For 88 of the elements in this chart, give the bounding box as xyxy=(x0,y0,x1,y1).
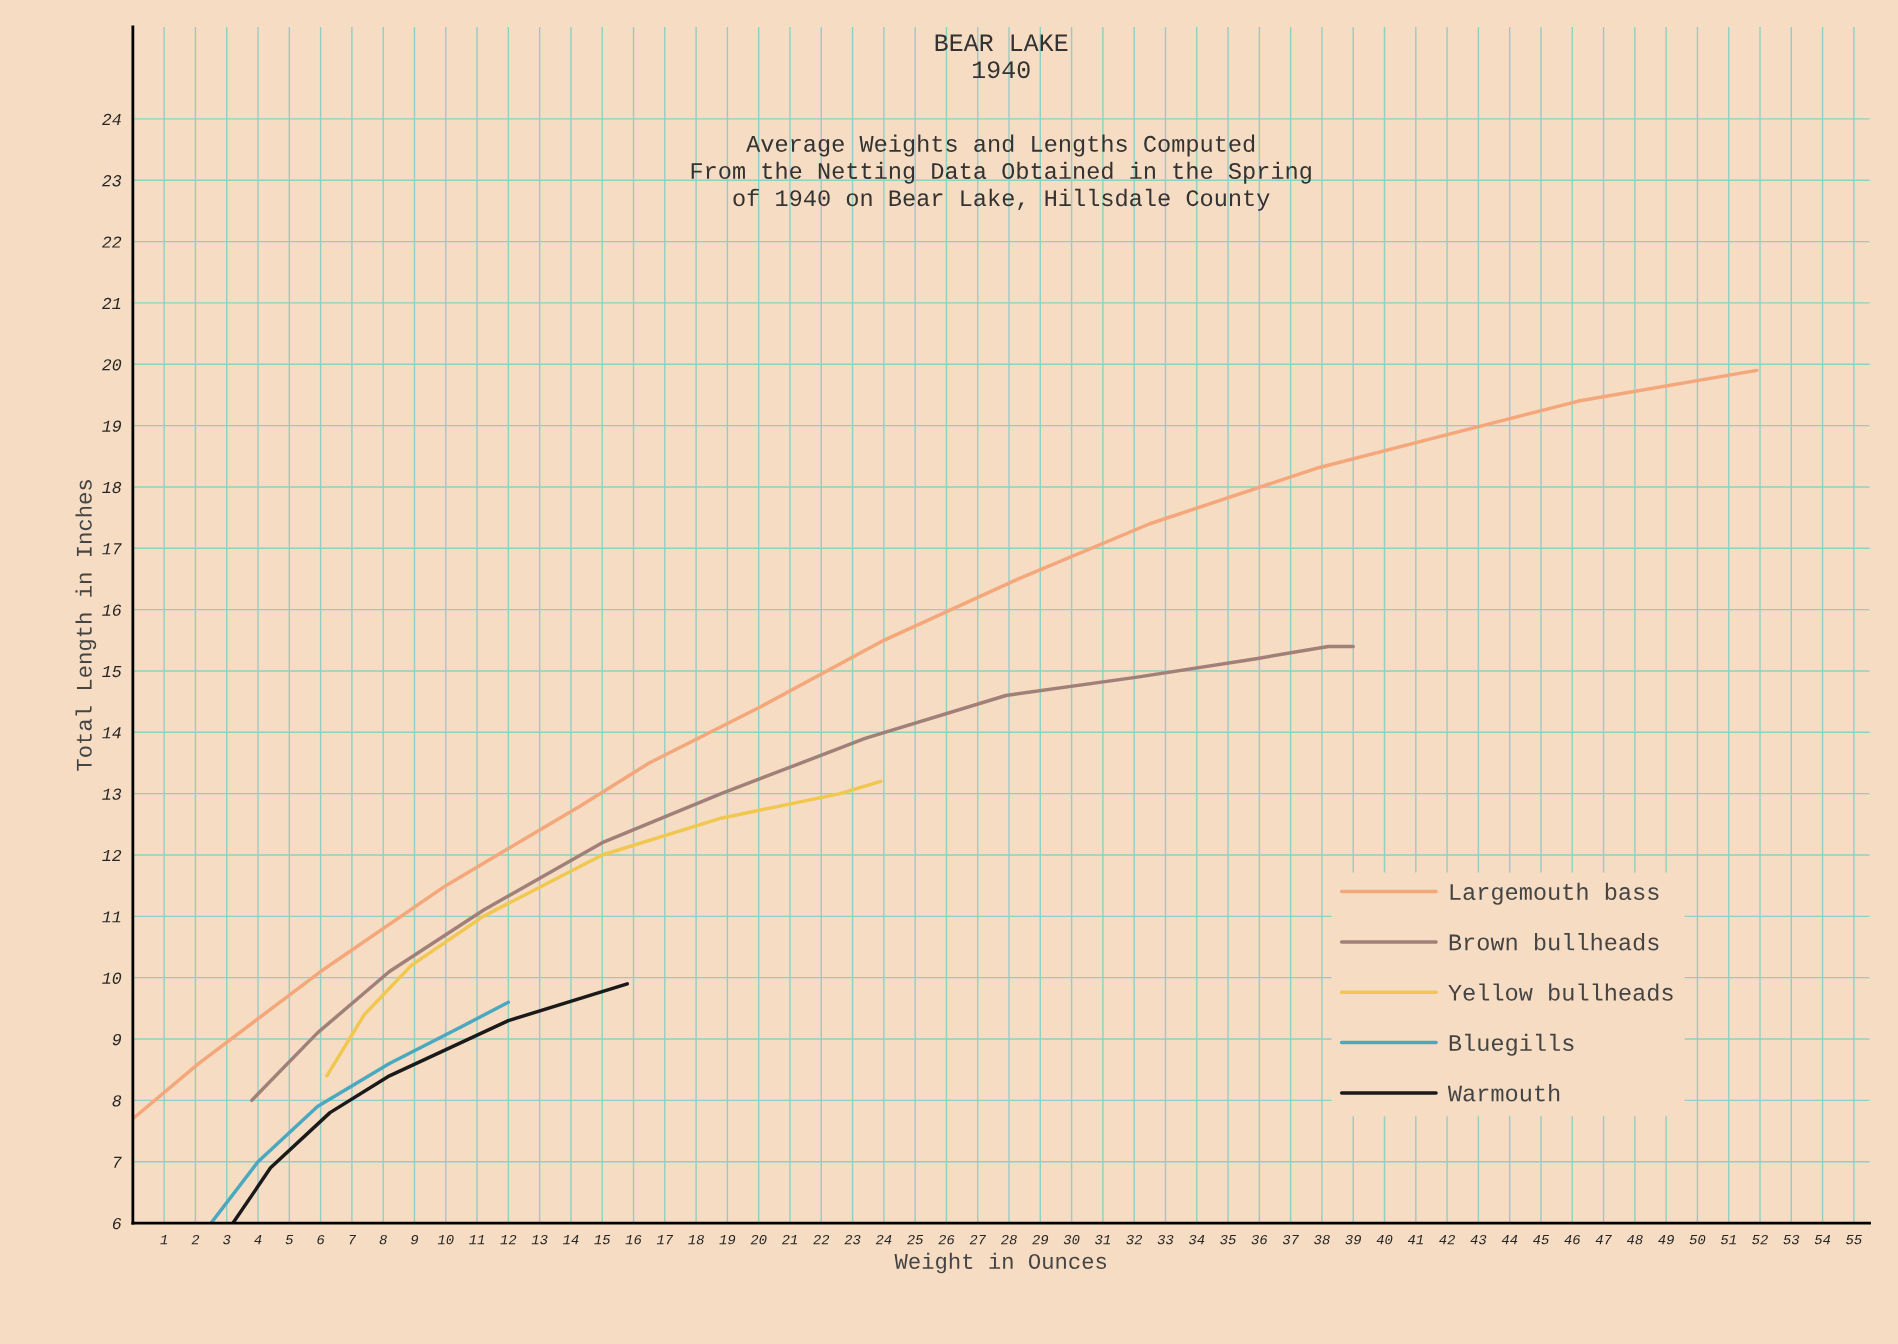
legend-label: Brown bullheads xyxy=(1449,933,1659,951)
y-tick-label: 17 xyxy=(102,543,122,555)
x-tick-label: 22 xyxy=(813,1234,830,1245)
line-series xyxy=(325,779,883,1078)
x-tick-label: 12 xyxy=(500,1234,517,1245)
x-tick-label: 13 xyxy=(531,1234,548,1245)
x-tick-label: 4 xyxy=(254,1235,262,1245)
x-tick-label: 28 xyxy=(1000,1234,1017,1245)
x-tick-label: 24 xyxy=(875,1234,892,1245)
x-tick-label: 34 xyxy=(1189,1234,1205,1245)
x-tick-label: 15 xyxy=(594,1235,611,1245)
y-tick-label: 8 xyxy=(112,1095,122,1107)
x-tick-label: 2 xyxy=(191,1234,200,1245)
x-tick-label: 33 xyxy=(1157,1234,1174,1245)
y-tick-label: 16 xyxy=(102,604,122,616)
y-tick-label: 20 xyxy=(102,359,122,371)
x-tick-label: 26 xyxy=(938,1234,955,1245)
x-tick-label: 48 xyxy=(1626,1234,1643,1245)
x-tick-label: 36 xyxy=(1251,1234,1268,1245)
x-tick-label: 51 xyxy=(1720,1235,1736,1245)
x-tick-label: 6 xyxy=(317,1234,325,1245)
x-tick-label: 20 xyxy=(750,1234,767,1245)
x-tick-label: 18 xyxy=(688,1234,704,1245)
y-axis-title: Total Length in Inches xyxy=(75,480,97,771)
y-tick-label: 9 xyxy=(112,1033,122,1046)
x-tick-label: 46 xyxy=(1564,1234,1581,1245)
x-tick-label: 52 xyxy=(1752,1234,1768,1245)
line-series xyxy=(231,982,629,1224)
x-tick-label: 38 xyxy=(1314,1234,1330,1245)
x-tick-label: 37 xyxy=(1282,1234,1299,1245)
x-tick-label: 53 xyxy=(1783,1234,1800,1245)
x-tick-label: 1 xyxy=(160,1235,168,1245)
x-tick-label: 35 xyxy=(1220,1234,1237,1245)
line-series xyxy=(132,368,1759,1121)
x-tick-label: 49 xyxy=(1658,1234,1674,1245)
legend-label: Bluegills xyxy=(1449,1033,1574,1056)
x-tick-label: 17 xyxy=(656,1235,674,1245)
y-tick-label: 19 xyxy=(102,420,122,432)
y-tick-label: 15 xyxy=(102,666,122,678)
line-series xyxy=(250,644,1355,1103)
y-tick-label: 24 xyxy=(102,113,121,125)
y-tick-label: 6 xyxy=(112,1217,122,1230)
x-tick-label: 23 xyxy=(844,1234,861,1245)
y-tick-label: 11 xyxy=(102,911,121,923)
y-tick-label: 18 xyxy=(102,481,122,494)
x-tick-label: 25 xyxy=(907,1234,924,1245)
x-tick-label: 27 xyxy=(969,1234,987,1245)
y-tick-label: 21 xyxy=(102,297,121,309)
x-tick-label: 40 xyxy=(1376,1234,1393,1245)
x-tick-label: 21 xyxy=(781,1234,798,1245)
x-tick-label: 29 xyxy=(1032,1234,1049,1245)
x-tick-label: 7 xyxy=(349,1235,357,1245)
x-tick-label: 32 xyxy=(1126,1234,1143,1245)
legend-label: Yellow bullheads xyxy=(1448,983,1673,1001)
x-tick-label: 9 xyxy=(411,1234,419,1245)
x-tick-label: 50 xyxy=(1689,1234,1706,1245)
x-tick-label: 42 xyxy=(1439,1234,1455,1245)
x-tick-label: 30 xyxy=(1063,1234,1080,1245)
x-tick-label: 11 xyxy=(469,1235,485,1245)
x-tick-label: 19 xyxy=(719,1234,736,1245)
legend-label: Largemouth bass xyxy=(1450,882,1659,905)
text: Average Weights and Lengths Computed From the Netting Data Obtained in the Spring of 1940 on Bear Lake, Hillsdale County xyxy=(691,134,1311,211)
x-tick-label: 10 xyxy=(437,1234,454,1245)
x-tick-label: 8 xyxy=(379,1234,387,1245)
y-tick-label: 12 xyxy=(102,849,122,862)
text: BEAR LAKE 1940 xyxy=(935,34,1068,79)
x-tick-label: 3 xyxy=(223,1234,231,1245)
x-tick-label: 45 xyxy=(1533,1235,1549,1245)
x-tick-label: 43 xyxy=(1470,1234,1487,1245)
y-tick-label: 23 xyxy=(102,175,122,187)
x-tick-label: 54 xyxy=(1814,1235,1831,1245)
y-tick-label: 7 xyxy=(114,1156,122,1168)
x-tick-label: 31 xyxy=(1095,1234,1111,1245)
x-axis-title: Weight in Ounces xyxy=(894,1252,1107,1274)
x-tick-label: 55 xyxy=(1846,1235,1862,1245)
x-tick-label: 41 xyxy=(1407,1235,1423,1245)
y-tick-label: 10 xyxy=(102,972,122,984)
x-tick-label: 44 xyxy=(1501,1235,1518,1245)
x-tick-label: 16 xyxy=(625,1234,642,1245)
x-tick-label: 5 xyxy=(285,1235,294,1245)
y-tick-label: 13 xyxy=(102,788,122,800)
x-tick-label: 39 xyxy=(1345,1234,1361,1245)
line-series xyxy=(209,1000,511,1224)
y-tick-label: 22 xyxy=(102,236,122,248)
x-tick-label: 47 xyxy=(1595,1235,1612,1245)
y-tick-label: 14 xyxy=(102,727,121,739)
legend-label: Warmouth xyxy=(1447,1084,1560,1102)
x-tick-label: 14 xyxy=(562,1235,579,1245)
